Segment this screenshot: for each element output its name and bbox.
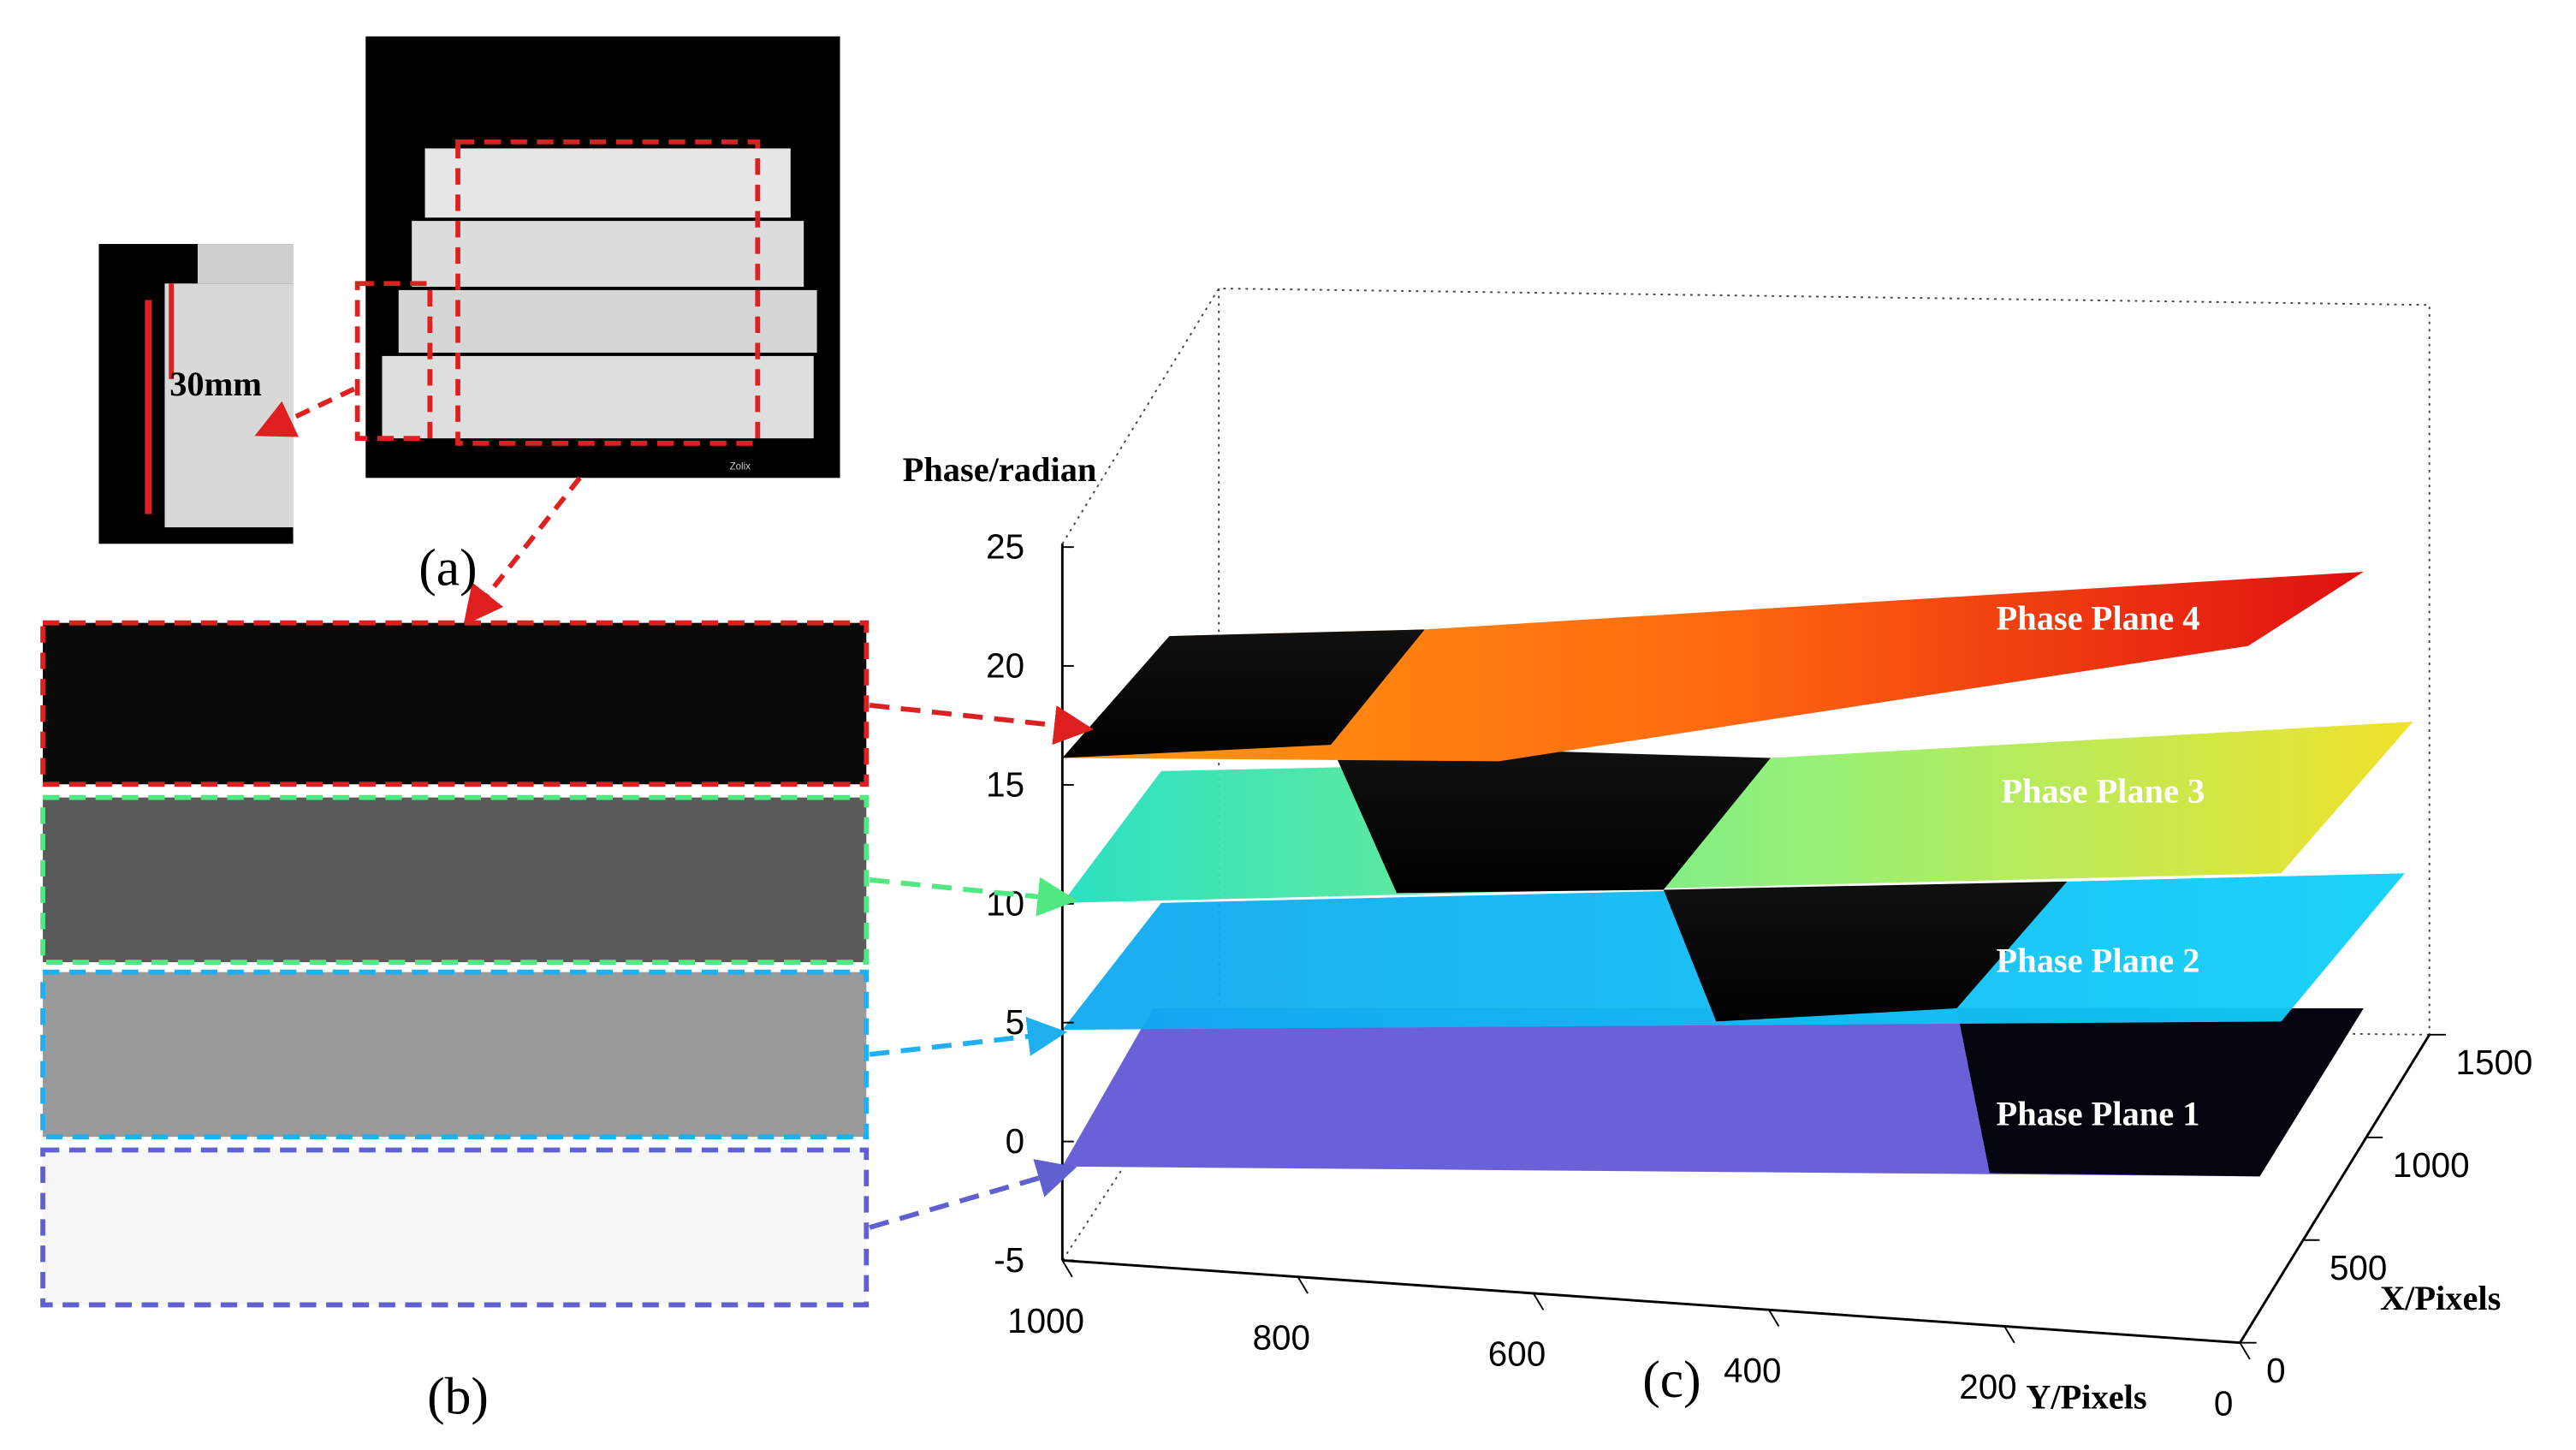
strip [40,969,870,1140]
step [398,289,817,354]
z-title: Phase/radian [903,450,1097,489]
arrow [869,1016,1068,1057]
photo-panel: Zolix 30mm (a) [98,36,840,626]
strips-panel: (b) [40,620,870,1425]
scale-label: 30mm [169,365,262,403]
z-tick-label: 10 [986,883,1024,923]
plane-label: Phase Plane 3 [2001,771,2205,810]
strip [40,794,870,966]
y-tick-label: 600 [1488,1334,1546,1374]
x-axis [2239,1034,2431,1344]
brand: Zolix [730,462,751,472]
y-tick [2239,1342,2251,1360]
strip [40,620,870,787]
z-tick-label: -5 [994,1240,1024,1280]
x-tick-label: 500 [2330,1248,2387,1287]
x-title: X/Pixels [2380,1279,2501,1317]
y-tick-label: 200 [1959,1367,2016,1406]
plane-label: Phase Plane 2 [1997,942,2200,980]
z-tick-label: 15 [986,764,1024,804]
phase-plane [1062,572,2364,762]
y-title: Y/Pixels [2026,1378,2146,1417]
panel-label: (c) [1642,1351,1701,1409]
arrows [869,703,1094,1230]
y-tick-label: 1000 [1007,1301,1084,1340]
step [164,283,294,528]
step-face [1956,1008,2364,1177]
step [412,221,804,288]
arrow [869,1159,1077,1230]
z-tick-label: 5 [1006,1002,1024,1042]
step [382,355,814,439]
z-tick-label: 0 [1006,1121,1024,1161]
y-tick-label: 0 [2214,1383,2233,1423]
y-tick-label: 400 [1724,1351,1781,1390]
arrow [869,703,1094,746]
arrow [869,877,1077,917]
x-tick-label: 1500 [2456,1043,2533,1082]
y-tick-label: 800 [1253,1317,1310,1357]
y-tick [1532,1293,1545,1310]
step-face [1331,745,1771,894]
x-tick-label: 1000 [2393,1145,2470,1185]
plane-label: Phase Plane 1 [1997,1095,2200,1133]
step-face [1062,629,1425,758]
y-tick [1768,1309,1780,1327]
crop-box [354,281,433,442]
arrow [463,476,582,626]
crop-box [455,139,761,446]
phase-plot: Phase/radian X/Pixels Y/Pixels Phase Pla… [903,288,2533,1423]
y-tick [1061,1259,1073,1278]
strip [40,1147,870,1308]
plane-label: Phase Plane 4 [1997,598,2200,637]
panel-label: (b) [427,1367,489,1425]
z-tick-label: 25 [986,527,1024,567]
y-tick [2003,1325,2015,1344]
panel-label: (a) [418,538,477,597]
arrow [254,386,356,437]
step [424,148,791,218]
y-tick [1297,1276,1309,1294]
z-tick-label: 20 [986,646,1024,686]
x-tick-label: 0 [2266,1351,2285,1390]
step [197,244,294,284]
y-axis [1062,1259,2241,1345]
step-face [1663,881,2068,1022]
